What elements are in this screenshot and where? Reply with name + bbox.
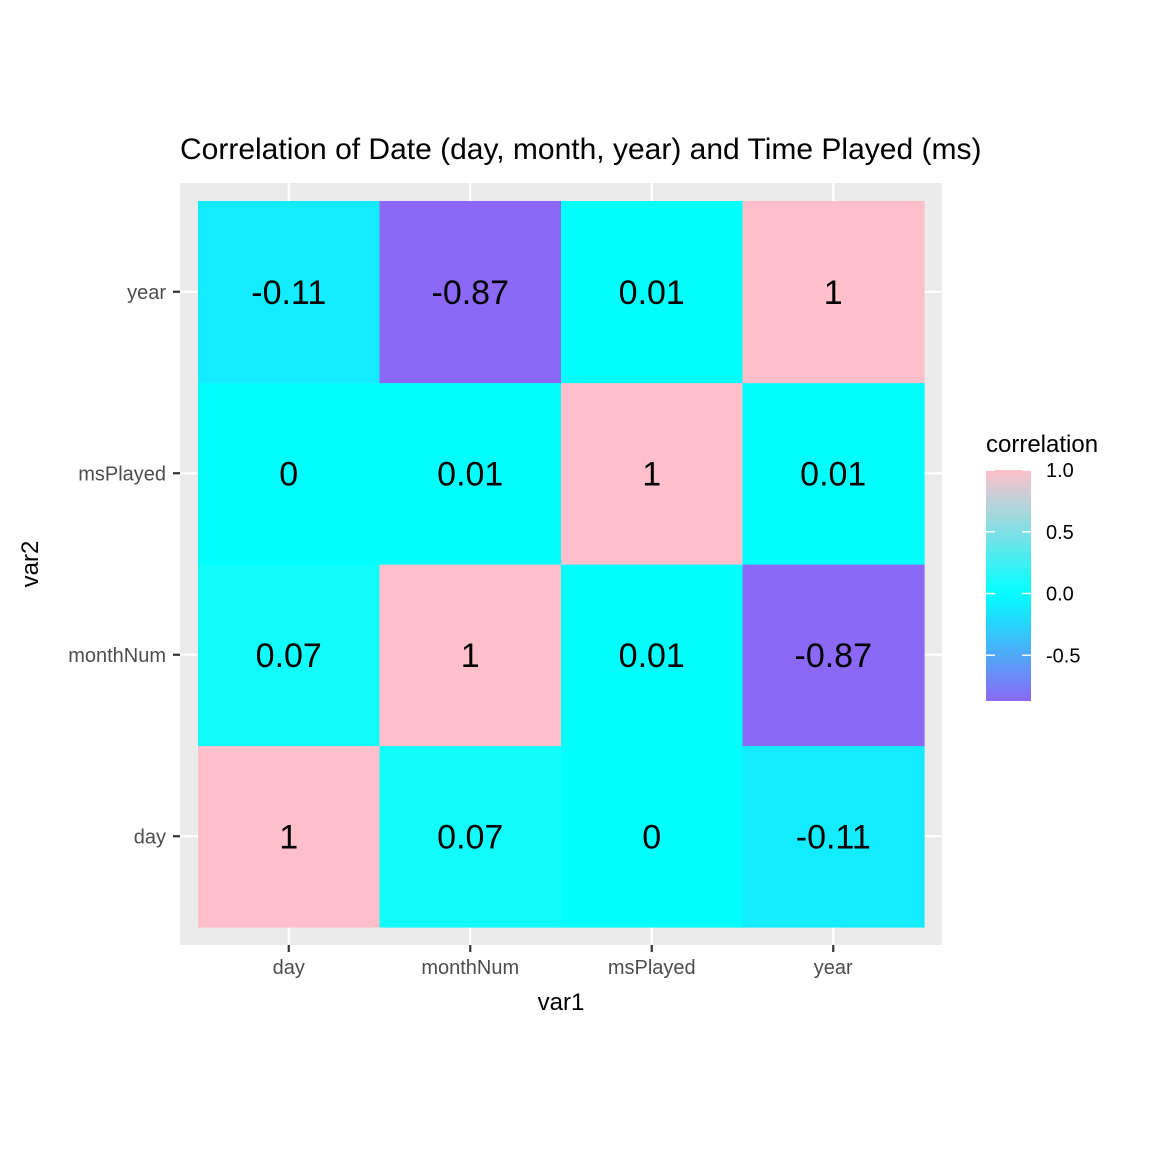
heatmap-cell bbox=[379, 564, 562, 747]
axes: day monthNum msPlayed year day monthNum msPlay… bbox=[68, 282, 853, 979]
heatmap-cell bbox=[198, 201, 381, 384]
legend-tick-label: 0.0 bbox=[1046, 584, 1074, 606]
cell-value-label: 0.01 bbox=[619, 637, 685, 675]
x-tick-label: day bbox=[273, 957, 305, 979]
legend-tick-label: 0.5 bbox=[1046, 522, 1074, 544]
cell-value-label: 0.07 bbox=[437, 818, 503, 856]
heatmap-cell bbox=[561, 382, 744, 565]
heatmap-cell bbox=[742, 564, 925, 747]
heatmap-cell bbox=[742, 201, 925, 384]
y-tick-label: monthNum bbox=[68, 645, 166, 667]
y-tick-label: year bbox=[127, 282, 166, 304]
y-axis-title: var2 bbox=[17, 541, 44, 588]
legend-title: correlation bbox=[986, 431, 1098, 458]
legend: correlation 1.0 0.5 0.0 -0.5 bbox=[986, 431, 1098, 701]
heatmap-cell bbox=[198, 564, 381, 747]
cell-value-label: 0 bbox=[642, 818, 661, 856]
x-tick-label: year bbox=[814, 957, 853, 979]
legend-tick-label: -0.5 bbox=[1046, 645, 1080, 667]
cell-value-label: 0.01 bbox=[619, 274, 685, 312]
cell-value-label: -0.11 bbox=[251, 274, 326, 312]
cell-value-label: 0.01 bbox=[437, 455, 503, 493]
x-tick-label: monthNum bbox=[421, 957, 519, 979]
heatmap-cell bbox=[379, 201, 562, 384]
cell-value-label: 0.01 bbox=[800, 455, 866, 493]
cell-value-label: -0.87 bbox=[432, 274, 510, 312]
cell-labels: 1 0.07 0 -0.11 0.07 1 0.01 -0.87 0 0.01 1 0.01 -0.11… bbox=[251, 274, 872, 857]
heatmap-cell bbox=[742, 382, 925, 565]
cell-value-label: 0 bbox=[279, 455, 298, 493]
cell-value-label: 1 bbox=[824, 274, 843, 312]
heatmap-cell bbox=[742, 745, 925, 928]
legend-tick-label: 1.0 bbox=[1046, 460, 1074, 482]
heatmap-cell bbox=[561, 745, 744, 928]
cell-value-label: 1 bbox=[279, 818, 298, 856]
heatmap-cell bbox=[561, 564, 744, 747]
chart-title: Correlation of Date (day, month, year) a… bbox=[180, 133, 981, 166]
heatmap-cell bbox=[379, 745, 562, 928]
cell-value-label: 1 bbox=[461, 637, 480, 675]
heatmap-cell bbox=[561, 201, 744, 384]
cell-value-label: -0.87 bbox=[795, 637, 873, 675]
heatmap-cell bbox=[198, 745, 381, 928]
heatmap-cells bbox=[198, 201, 925, 928]
x-axis-title: var1 bbox=[538, 989, 585, 1016]
cell-value-label: 1 bbox=[642, 455, 661, 493]
legend-colorbar bbox=[986, 470, 1031, 701]
cell-value-label: 0.07 bbox=[256, 637, 322, 675]
y-tick-label: day bbox=[134, 826, 166, 848]
heatmap-cell bbox=[379, 382, 562, 565]
x-tick-label: msPlayed bbox=[608, 957, 696, 979]
cell-value-label: -0.11 bbox=[796, 818, 871, 856]
y-tick-label: msPlayed bbox=[78, 463, 166, 485]
heatmap-cell bbox=[198, 382, 381, 565]
